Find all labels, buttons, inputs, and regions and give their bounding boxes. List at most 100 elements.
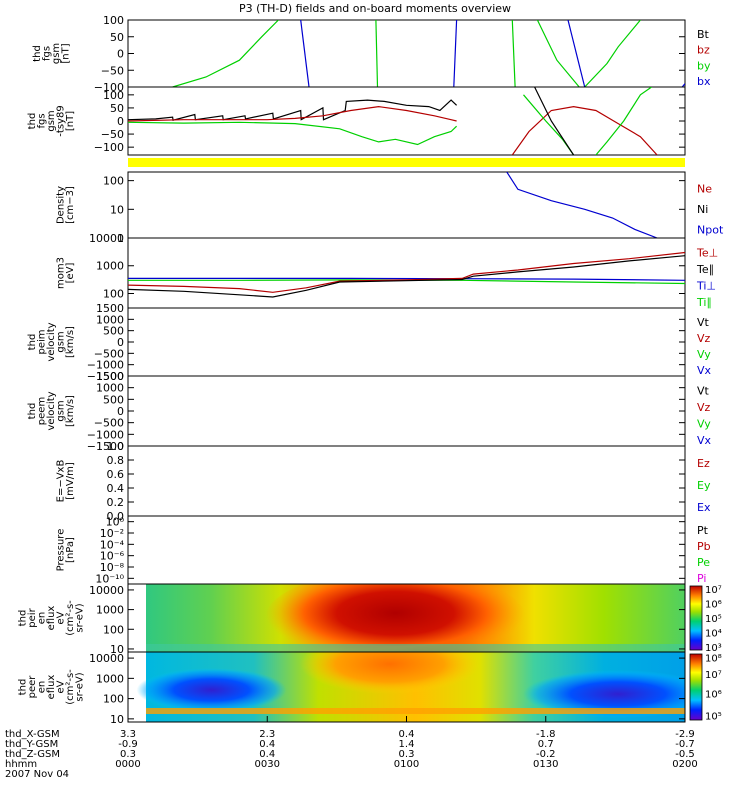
colorbar-label: 10⁷ (705, 585, 722, 596)
y-axis-label: gsm (51, 43, 62, 64)
colorbar-label: 10⁶ (705, 690, 722, 701)
x-tick-label: 0200 (672, 759, 697, 770)
legend-Ex: Ex (697, 501, 711, 514)
y-axis-label: thd (32, 45, 43, 62)
series-Te∥ (128, 255, 685, 298)
panel-frame (127, 515, 686, 585)
y-axis-label: velocity (46, 391, 57, 430)
series-bx3 (567, 20, 586, 87)
y-axis-label: [km/s] (65, 395, 76, 427)
spec-low-band (146, 644, 685, 652)
y-tick-label: −100 (94, 81, 124, 94)
x-tick-label: -0.9 (118, 739, 138, 750)
y-tick-label: −100 (94, 141, 124, 154)
y-axis-label: en (37, 681, 48, 694)
series-group (172, 20, 685, 87)
footer-label: thd_X-GSM (5, 729, 60, 740)
y-tick-label: 10⁻² (100, 527, 124, 540)
x-tick-label: 2.3 (259, 729, 275, 740)
y-tick-label: −50 (101, 64, 124, 77)
y-tick-label: 0.2 (107, 496, 125, 509)
series-bx2 (453, 20, 458, 87)
colorbar-label: 10⁵ (705, 614, 722, 625)
y-axis-label: Pressure (55, 529, 66, 572)
legend-Ni: Ni (697, 203, 708, 216)
x-tick-label: 0.4 (259, 739, 275, 750)
y-tick-label: −50 (101, 128, 124, 141)
legend-Vx: Vx (697, 434, 712, 447)
x-tick-label: 0130 (533, 759, 558, 770)
x-tick-label: -1.8 (536, 729, 556, 740)
y-axis-label: eV (56, 611, 67, 624)
y-tick-label: 0 (117, 405, 124, 418)
y-tick-label: 10 (110, 713, 124, 726)
y-axis-label: thd (18, 679, 29, 696)
y-tick-label: 1500 (96, 370, 124, 383)
series-bz2 (511, 105, 658, 155)
y-axis-label: fgs (37, 113, 48, 128)
panel-vi: 150010005000−500−1000−1500thdpeimvelocit… (27, 302, 712, 383)
panel-elec_spec: 10000 1000 100 10 thdpeerenefluxeV(cm²-s-sr-… (18, 651, 722, 726)
y-tick-label: 0.4 (107, 482, 125, 495)
panel-frame (127, 445, 686, 517)
y-tick-label: 100 (103, 14, 124, 27)
y-axis-label: (cm²-s- (65, 600, 76, 636)
series-Npot (506, 172, 658, 238)
legend-bz: bz (697, 44, 710, 57)
y-tick-label: 10000 (89, 584, 124, 597)
series-Bt (128, 99, 458, 121)
y-axis-label: [nPa] (65, 537, 76, 563)
y-axis-label: peir (27, 607, 38, 627)
series-by4 (536, 20, 580, 87)
legend-Ti⊥: Ti⊥ (696, 279, 716, 292)
x-tick-label: 0.4 (399, 729, 415, 740)
spec-core (265, 584, 526, 652)
legend-Pi: Pi (697, 572, 706, 585)
y-tick-label: 10⁰ (106, 516, 125, 529)
legend-Ez: Ez (697, 457, 710, 470)
legend-Bt: Bt (697, 28, 710, 41)
series-by5 (584, 20, 641, 87)
y-axis-label: gsm (46, 110, 57, 131)
x-tick-label: 0.3 (399, 749, 415, 760)
y-tick-label: 1.0 (107, 440, 125, 453)
y-axis-label: [nT] (60, 43, 71, 63)
series-by3 (511, 20, 516, 87)
y-axis-label: thd (27, 403, 38, 420)
legend-Npot: Npot (697, 224, 724, 237)
y-axis-label: Density (55, 186, 66, 224)
y-tick-label: 0 (117, 115, 124, 128)
series-bz (128, 105, 457, 122)
y-tick-label: 10⁻¹⁰ (95, 572, 124, 585)
y-tick-label: −1500 (87, 440, 124, 453)
x-tick-label: -2.9 (675, 729, 695, 740)
y-axis-label: E=−VxB (55, 460, 66, 503)
y-axis-label: mom3 (55, 257, 66, 289)
y-axis-label: [mV/m] (65, 462, 76, 500)
spec-low-band (146, 708, 685, 714)
y-tick-label: 100 (103, 89, 124, 102)
series-group (128, 87, 658, 155)
series-by2 (523, 94, 575, 155)
y-axis-label: gsm (56, 400, 67, 421)
y-tick-label: 0.6 (107, 468, 125, 481)
separator-strip (128, 158, 685, 167)
y-axis-label: [cm−3] (65, 186, 76, 224)
legend-Vz: Vz (697, 332, 711, 345)
y-axis-label: peim (37, 329, 48, 354)
series-Ti⊥ (128, 277, 685, 281)
legend-Pe: Pe (697, 556, 710, 569)
panel-frame (127, 86, 686, 156)
y-tick-label: 1 (117, 232, 124, 245)
y-tick-label: 10⁻⁸ (100, 561, 125, 574)
y-tick-label: 1000 (96, 672, 124, 685)
y-tick-label: 1000 (96, 382, 124, 395)
colorbar (689, 585, 703, 651)
series-group (128, 251, 685, 298)
x-tick-label: 0000 (115, 759, 140, 770)
y-tick-label: 500 (103, 325, 124, 338)
y-tick-label: 100 (103, 693, 124, 706)
y-tick-label: 10⁻⁴ (100, 538, 125, 551)
panel-frame (127, 171, 686, 239)
